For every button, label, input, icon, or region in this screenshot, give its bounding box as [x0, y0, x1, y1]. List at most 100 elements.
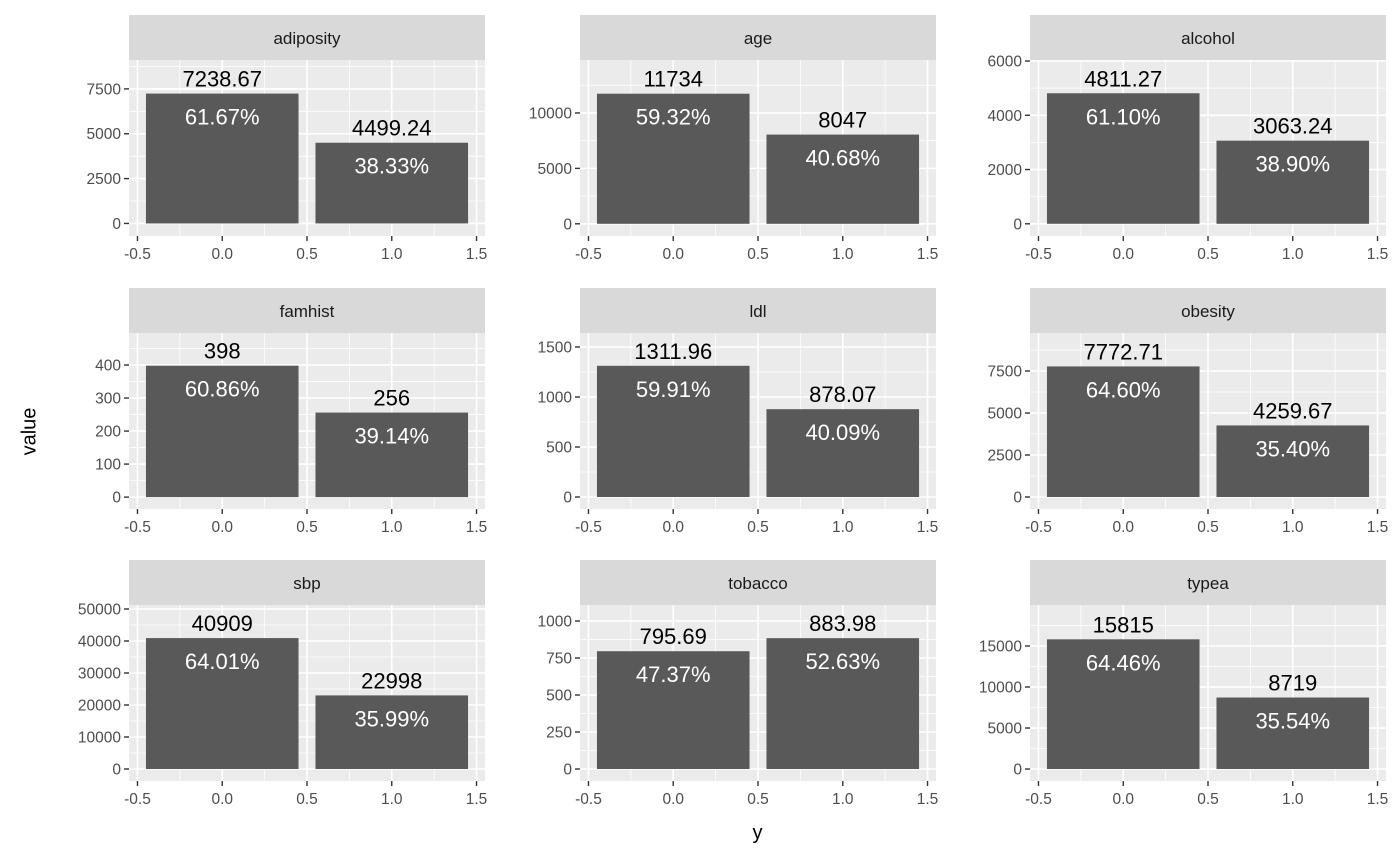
y-tick-label: 15000 — [979, 639, 1022, 656]
y-tick-label: 4000 — [988, 108, 1023, 125]
x-tick-label: -0.5 — [124, 246, 151, 263]
strip-label: obesity — [1181, 302, 1235, 321]
x-tick-label: 1.5 — [917, 246, 939, 263]
strip — [129, 560, 485, 605]
x-tick-label: 1.0 — [832, 519, 854, 536]
x-tick-label: 1.0 — [832, 791, 854, 808]
panel-ldl: ldl 0 500 1000 1500 -0.5 0.0 0.5 1.0 1.5 1311.96 59… — [538, 288, 938, 536]
x-tick-label: -0.5 — [124, 791, 151, 808]
strip — [1030, 15, 1386, 60]
y-tick-label: 0 — [112, 490, 121, 507]
y-tick-label: 1000 — [538, 613, 573, 630]
x-tick-label: 0.0 — [1112, 246, 1134, 263]
x-tick-label: 1.0 — [381, 791, 403, 808]
count-label: 22998 — [361, 668, 422, 693]
y-tick-label: 10000 — [979, 680, 1022, 697]
count-label: 8719 — [1268, 671, 1317, 696]
strip-label: tobacco — [728, 574, 788, 593]
strip — [129, 15, 485, 60]
x-tick-label: -0.5 — [575, 519, 602, 536]
x-tick-label: 1.5 — [1367, 791, 1389, 808]
x-tick-label: 0.0 — [662, 519, 684, 536]
x-tick-label: 0.5 — [1197, 519, 1219, 536]
x-tick-label: 0.5 — [747, 246, 769, 263]
strip — [129, 288, 485, 333]
percent-label: 64.01% — [185, 649, 260, 674]
percent-label: 52.63% — [805, 649, 880, 674]
x-tick-label: 1.0 — [1282, 791, 1304, 808]
x-tick-label: -0.5 — [575, 246, 602, 263]
x-tick-label: 0.5 — [296, 246, 318, 263]
percent-label: 61.10% — [1086, 104, 1161, 129]
percent-label: 59.32% — [636, 105, 711, 130]
y-tick-label: 0 — [112, 762, 121, 779]
y-tick-label: 5000 — [87, 126, 122, 143]
y-tick-label: 400 — [95, 358, 121, 375]
y-tick-label: 5000 — [988, 721, 1023, 738]
bar — [1046, 366, 1200, 498]
y-tick-label: 7500 — [87, 81, 122, 98]
bar — [145, 365, 299, 498]
y-axis-title: value — [18, 407, 41, 456]
bar — [596, 93, 750, 224]
y-tick-label: 500 — [546, 687, 572, 704]
percent-label: 35.54% — [1255, 709, 1330, 734]
x-tick-label: 1.5 — [466, 246, 488, 263]
x-tick-label: -0.5 — [575, 791, 602, 808]
x-tick-label: 0.5 — [296, 791, 318, 808]
count-label: 11734 — [643, 67, 703, 92]
y-tick-label: 1000 — [538, 390, 573, 407]
strip-label: ldl — [749, 302, 766, 321]
y-tick-label: 2500 — [988, 448, 1023, 465]
percent-label: 38.33% — [354, 154, 429, 179]
percent-label: 61.67% — [185, 105, 260, 130]
count-label: 3063.24 — [1253, 114, 1333, 139]
strip-label: sbp — [293, 574, 320, 593]
panel-alcohol: alcohol 0 2000 4000 6000 -0.5 0.0 0.5 1.0 1.5 4811… — [988, 15, 1389, 263]
bar — [315, 412, 469, 498]
y-tick-label: 50000 — [78, 602, 121, 619]
y-tick-label: 5000 — [988, 406, 1023, 423]
panel-tobacco: tobacco 0 250 500 750 1000 -0.5 0.0 0.5 1.0 1.5 795… — [538, 560, 938, 808]
x-tick-label: -0.5 — [1025, 246, 1052, 263]
x-tick-label: 0.0 — [211, 791, 233, 808]
count-label: 256 — [373, 386, 410, 411]
y-tick-label: 2500 — [87, 171, 122, 188]
panel-typea: typea 0 5000 10000 15000 -0.5 0.0 0.5 1.0 1.5 1581… — [979, 560, 1388, 808]
panel-sbp: sbp 0 10000 20000 30000 40000 50000 -0.5 0.0 0.5 1… — [78, 560, 487, 808]
x-tick-label: 1.5 — [1367, 246, 1389, 263]
x-tick-label: 1.0 — [1282, 519, 1304, 536]
x-tick-label: -0.5 — [1025, 791, 1052, 808]
y-tick-label: 0 — [563, 490, 572, 507]
y-tick-label: 10000 — [78, 730, 121, 747]
x-tick-label: 1.0 — [1282, 246, 1304, 263]
y-tick-label: 40000 — [78, 634, 121, 651]
count-label: 1311.96 — [634, 339, 712, 364]
percent-label: 59.91% — [636, 377, 711, 402]
count-label: 4499.24 — [352, 116, 432, 141]
count-label: 7772.71 — [1083, 339, 1163, 364]
x-tick-label: 1.5 — [466, 791, 488, 808]
y-tick-label: 250 — [546, 725, 572, 742]
bar — [1216, 425, 1370, 498]
count-label: 15815 — [1093, 612, 1154, 637]
x-tick-label: 0.0 — [211, 246, 233, 263]
x-tick-label: -0.5 — [1025, 519, 1052, 536]
x-tick-label: 1.0 — [381, 246, 403, 263]
percent-label: 39.14% — [354, 424, 429, 449]
count-label: 8047 — [818, 108, 867, 133]
y-tick-label: 500 — [546, 440, 572, 457]
bar — [1046, 93, 1200, 224]
percent-label: 35.40% — [1255, 436, 1330, 461]
count-label: 40909 — [192, 611, 253, 636]
percent-label: 35.99% — [354, 706, 429, 731]
count-label: 883.98 — [809, 611, 876, 636]
x-tick-label: 0.5 — [747, 519, 769, 536]
y-tick-label: 6000 — [988, 54, 1023, 71]
bar — [145, 638, 299, 769]
x-tick-label: 1.5 — [1367, 519, 1389, 536]
x-tick-label: 1.0 — [381, 519, 403, 536]
x-tick-label: 0.0 — [662, 246, 684, 263]
